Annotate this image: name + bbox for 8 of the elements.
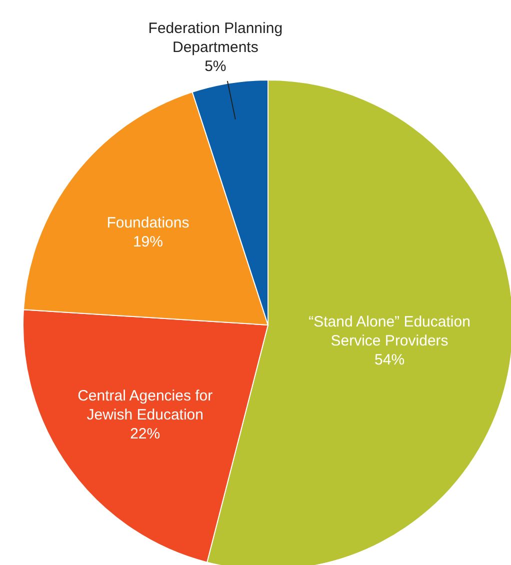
slice-label: Federation Planning Departments [148,20,283,56]
data-label: 5% [204,58,226,75]
data-label: 54% [374,351,405,368]
slice-label: Foundations [106,214,190,232]
slice-label: “Stand Alone” Education Service Providers [308,313,470,350]
data-label: 19% [132,233,163,250]
data-label: 22% [130,425,160,442]
slice-label: Central Agencies for Jewish Education [78,387,213,424]
